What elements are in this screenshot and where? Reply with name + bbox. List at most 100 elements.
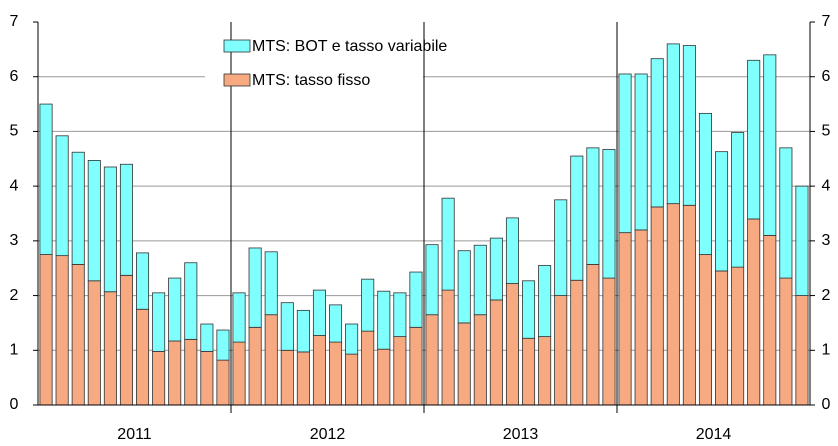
- bar: [682, 204, 696, 406]
- bar: [345, 323, 359, 355]
- bar: [698, 254, 712, 406]
- bar: [666, 203, 680, 406]
- bar: [216, 329, 230, 361]
- legend-label: MTS: BOT e tasso variabile: [252, 38, 447, 55]
- y2-tick-label: 4: [822, 177, 831, 194]
- bar: [425, 314, 439, 406]
- bar: [232, 341, 246, 406]
- y2-tick-label: 3: [822, 232, 831, 249]
- bar: [602, 277, 616, 406]
- bar: [505, 217, 519, 284]
- y-tick-label: 3: [10, 232, 19, 249]
- bar: [248, 247, 262, 328]
- bar: [618, 232, 632, 406]
- bar: [152, 292, 166, 352]
- bar: [457, 250, 471, 324]
- y-tick-label: 0: [10, 396, 19, 413]
- bar: [232, 292, 246, 343]
- bar: [473, 244, 487, 316]
- y-tick-label: 4: [10, 177, 19, 194]
- bar: [779, 147, 793, 279]
- bar: [763, 54, 777, 236]
- bar: [747, 218, 761, 406]
- bar: [795, 295, 809, 406]
- bar: [666, 43, 680, 205]
- bar: [216, 359, 230, 406]
- bar: [280, 302, 294, 351]
- bar: [345, 353, 359, 406]
- bar: [393, 292, 407, 338]
- bar: [441, 289, 455, 406]
- bar: [473, 314, 487, 406]
- bar: [409, 271, 423, 328]
- bar: [586, 147, 600, 265]
- bar: [538, 336, 552, 406]
- x-group-label: 2014: [696, 426, 732, 443]
- bar: [377, 290, 391, 350]
- y2-tick-label: 1: [822, 342, 831, 359]
- bar: [136, 308, 150, 406]
- bar: [361, 278, 375, 332]
- bar: [248, 326, 262, 406]
- y2-tick-label: 7: [822, 13, 831, 30]
- bar: [570, 279, 584, 406]
- bar: [779, 277, 793, 406]
- bar: [763, 234, 777, 406]
- bar: [715, 151, 729, 272]
- bar: [200, 323, 214, 352]
- bar: [55, 135, 69, 257]
- bar: [650, 206, 664, 406]
- bar: [119, 274, 133, 406]
- bar: [312, 335, 326, 406]
- y2-tick-label: 6: [822, 68, 831, 85]
- y2-tick-label: 2: [822, 287, 831, 304]
- bar: [264, 314, 278, 406]
- bar: [168, 340, 182, 406]
- bar: [747, 59, 761, 220]
- bar: [698, 112, 712, 255]
- bar: [296, 309, 310, 353]
- bar: [39, 103, 53, 255]
- y2-tick-label: 5: [822, 123, 831, 140]
- bar: [538, 265, 552, 338]
- bar: [71, 151, 85, 265]
- y-tick-label: 7: [10, 13, 19, 30]
- bar: [409, 326, 423, 406]
- bar: [264, 251, 278, 316]
- legend-label: MTS: tasso fisso: [252, 72, 370, 89]
- bar: [634, 229, 648, 406]
- bar: [650, 58, 664, 208]
- bar: [55, 255, 69, 406]
- bar: [200, 350, 214, 406]
- legend-swatch: [223, 39, 251, 53]
- bar: [377, 348, 391, 406]
- bar: [522, 280, 536, 339]
- bar: [296, 351, 310, 406]
- y-tick-label: 1: [10, 342, 19, 359]
- bar: [168, 277, 182, 342]
- bar: [682, 45, 696, 206]
- bar: [570, 155, 584, 281]
- bar: [393, 336, 407, 406]
- y-tick-label: 6: [10, 68, 19, 85]
- bar: [152, 350, 166, 406]
- bar: [586, 263, 600, 406]
- bar: [505, 283, 519, 406]
- bar: [329, 304, 343, 343]
- x-group-label: 2012: [310, 426, 346, 443]
- y-tick-label: 5: [10, 123, 19, 140]
- bar: [522, 337, 536, 406]
- bar: [87, 280, 101, 406]
- bar: [457, 322, 471, 406]
- x-group-label: 2013: [503, 426, 539, 443]
- bar: [329, 341, 343, 406]
- bar: [731, 132, 745, 268]
- bar: [71, 263, 85, 406]
- bar: [602, 149, 616, 279]
- bar: [87, 160, 101, 282]
- bar: [425, 244, 439, 316]
- bar: [280, 349, 294, 406]
- bar: [715, 270, 729, 406]
- bar: [554, 199, 568, 296]
